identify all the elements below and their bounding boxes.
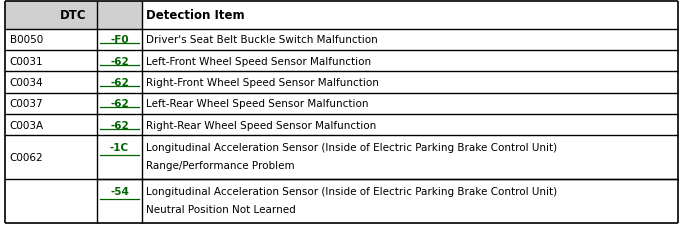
Bar [5, 2, 142, 29]
Text: C0062: C0062 [10, 153, 43, 162]
Text: C0031: C0031 [10, 56, 43, 66]
Text: -62: -62 [110, 56, 129, 66]
Text: C0034: C0034 [10, 78, 43, 88]
Text: Longitudinal Acceleration Sensor (Inside of Electric Parking Brake Control Unit): Longitudinal Acceleration Sensor (Inside… [146, 143, 558, 153]
Text: Right-Front Wheel Speed Sensor Malfunction: Right-Front Wheel Speed Sensor Malfuncti… [146, 78, 379, 88]
Text: Left-Rear Wheel Speed Sensor Malfunction: Left-Rear Wheel Speed Sensor Malfunction [146, 99, 369, 109]
Text: -1C: -1C [110, 143, 129, 153]
Text: DTC: DTC [60, 9, 87, 22]
Text: Longitudinal Acceleration Sensor (Inside of Electric Parking Brake Control Unit): Longitudinal Acceleration Sensor (Inside… [146, 186, 558, 196]
Text: -62: -62 [110, 78, 129, 88]
Text: Range/Performance Problem: Range/Performance Problem [146, 160, 295, 170]
Text: Neutral Position Not Learned: Neutral Position Not Learned [146, 204, 296, 214]
Text: -F0: -F0 [110, 35, 129, 45]
Text: Detection Item: Detection Item [146, 9, 245, 22]
Text: -62: -62 [110, 99, 129, 109]
Text: C0037: C0037 [10, 99, 43, 109]
Text: -62: -62 [110, 120, 129, 130]
Text: Driver's Seat Belt Buckle Switch Malfunction: Driver's Seat Belt Buckle Switch Malfunc… [146, 35, 378, 45]
Text: B0050: B0050 [10, 35, 43, 45]
Text: C003A: C003A [10, 120, 44, 130]
Text: Left-Front Wheel Speed Sensor Malfunction: Left-Front Wheel Speed Sensor Malfunctio… [146, 56, 372, 66]
Text: -54: -54 [110, 186, 129, 196]
Text: Right-Rear Wheel Speed Sensor Malfunction: Right-Rear Wheel Speed Sensor Malfunctio… [146, 120, 377, 130]
